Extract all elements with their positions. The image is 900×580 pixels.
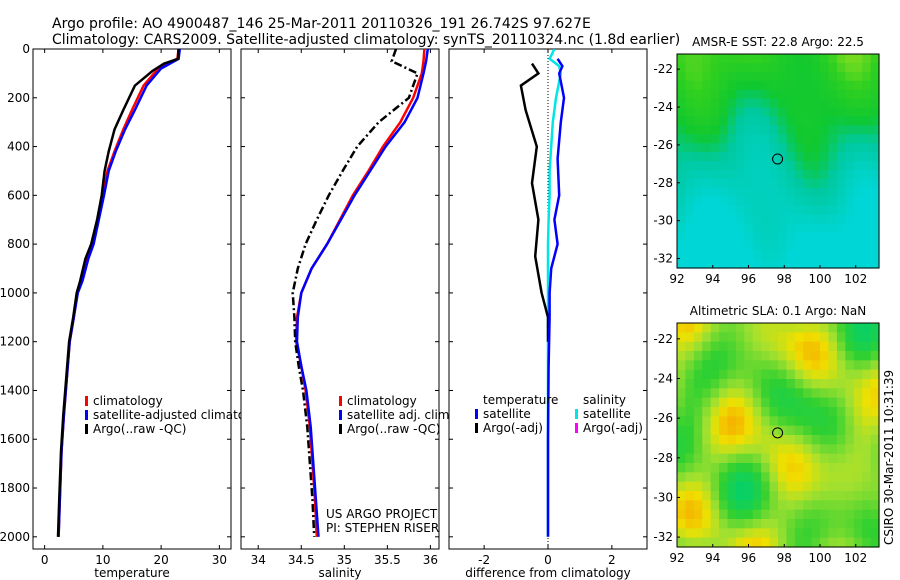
y-tick-label: 0 xyxy=(22,42,30,56)
y-tick-label: -32 xyxy=(653,252,673,266)
x-axis-label: salinity xyxy=(318,566,361,580)
profile-location-marker xyxy=(772,427,784,439)
x-tick-label: 98 xyxy=(777,551,792,565)
x-tick-label: 102 xyxy=(844,272,867,286)
y-tick-label: -30 xyxy=(653,214,673,228)
plot-frame xyxy=(240,48,440,550)
y-tick-label: 600 xyxy=(7,188,30,202)
y-tick-label: -26 xyxy=(653,411,673,425)
legend-label: Argo(-adj) xyxy=(583,421,643,435)
legend-swatch xyxy=(85,424,88,434)
x-tick-label: 0 xyxy=(544,553,552,567)
x-tick-label: 100 xyxy=(809,551,832,565)
legend-label: climatology xyxy=(347,394,417,408)
legend-heading: salinity xyxy=(583,393,626,407)
legend-label: Argo(-adj) xyxy=(483,421,543,435)
plot-frame xyxy=(32,48,232,550)
x-tick-label: -2 xyxy=(478,553,490,567)
header-line-1: Argo profile: AO 4900487_146 25-Mar-2011… xyxy=(52,16,591,32)
x-tick-label: 100 xyxy=(809,272,832,286)
series-line-argo-raw-qc- xyxy=(291,49,420,537)
x-tick-label: 36 xyxy=(423,553,438,567)
x-tick-label: 0 xyxy=(41,553,49,567)
sla-map-panel: Altimetric SLA: 0.1 Argo: NaN 92 94 96 98 100… xyxy=(653,304,880,565)
legend-swatch xyxy=(575,409,578,419)
x-tick-label: 94 xyxy=(705,272,720,286)
heatmap-cells xyxy=(677,323,880,548)
x-tick-label: 35 xyxy=(337,553,352,567)
legend-heading: temperature xyxy=(483,393,558,407)
y-tick-label: 200 xyxy=(7,91,30,105)
project-note-line-2: PI: STEPHEN RISER xyxy=(326,521,439,535)
x-tick-label: 94 xyxy=(705,551,720,565)
x-tick-label: 102 xyxy=(844,551,867,565)
x-tick-label: 98 xyxy=(777,272,792,286)
project-note: US ARGO PROJECT PI: STEPHEN RISER xyxy=(326,507,439,535)
y-tick-label: 800 xyxy=(7,237,30,251)
map-frame xyxy=(676,53,880,269)
y-tick-label: -22 xyxy=(653,62,673,76)
x-tick-label: 2 xyxy=(608,553,616,567)
x-tick-label: 35.5 xyxy=(374,553,401,567)
legend-swatch xyxy=(575,423,578,433)
x-tick-label: 34 xyxy=(251,553,266,567)
y-tick-label: -24 xyxy=(653,100,673,114)
legend-label: satellite-adjusted climatology xyxy=(93,408,271,422)
profile-location-marker xyxy=(772,153,784,165)
y-tick-label: -32 xyxy=(653,530,673,544)
salinity-panel: 34 34.5 35 35.5 36 salinity climatologysatelli… xyxy=(240,48,453,580)
legend-swatch xyxy=(475,409,478,419)
sst-map-panel: AMSR-E SST: 22.8 Argo: 22.5 92 94 96 98 100 10… xyxy=(653,35,880,286)
series-line-argo-raw-qc- xyxy=(56,49,180,537)
y-tick-label: 2000 xyxy=(0,530,30,544)
header-line-2: Climatology: CARS2009. Satellite-adjuste… xyxy=(52,32,680,48)
map-title: AMSR-E SST: 22.8 Argo: 22.5 xyxy=(692,35,864,49)
legend-swatch xyxy=(339,424,342,434)
x-tick-label: 96 xyxy=(741,551,756,565)
legend-swatch xyxy=(339,410,342,420)
series-line-argo-adj- xyxy=(519,62,550,342)
x-axis-label: difference from climatology xyxy=(465,566,631,580)
legend-swatch xyxy=(85,410,88,420)
heatmap-cells xyxy=(677,54,880,269)
x-tick-label: 10 xyxy=(95,553,110,567)
x-tick-label: 96 xyxy=(741,272,756,286)
legend-label: Argo(..raw -QC) xyxy=(93,422,186,436)
legend-swatch xyxy=(475,423,478,433)
x-tick-label: 30 xyxy=(212,553,227,567)
y-tick-label: -28 xyxy=(653,176,673,190)
series-line-satellite xyxy=(546,58,566,537)
series-line-satellite-adj-clim- xyxy=(295,49,430,537)
legend-label: satellite xyxy=(583,407,631,421)
y-tick-label: 1400 xyxy=(0,383,30,397)
credit-text: CSIRO 30-Mar-2011 10:31:39 xyxy=(882,370,896,545)
y-tick-label: 1600 xyxy=(0,432,30,446)
y-tick-label: 1000 xyxy=(0,286,30,300)
x-tick-label: 92 xyxy=(669,272,684,286)
legend-swatch xyxy=(85,396,88,406)
legend-label: satellite xyxy=(483,407,531,421)
y-tick-label: -24 xyxy=(653,372,673,386)
x-tick-label: 20 xyxy=(153,553,168,567)
map-title: Altimetric SLA: 0.1 Argo: NaN xyxy=(690,304,866,318)
map-frame xyxy=(676,322,880,548)
project-note-line-1: US ARGO PROJECT xyxy=(326,507,438,521)
y-tick-label: 1200 xyxy=(0,335,30,349)
y-tick-label: -28 xyxy=(653,451,673,465)
y-tick-label: -26 xyxy=(653,138,673,152)
legend-label: climatology xyxy=(93,394,163,408)
legend-swatch xyxy=(339,396,342,406)
x-tick-label: 34.5 xyxy=(288,553,315,567)
x-tick-label: 92 xyxy=(669,551,684,565)
y-tick-label: -30 xyxy=(653,490,673,504)
legend-label: Argo(..raw -QC) xyxy=(347,422,440,436)
legend-label: satellite adj. clim. xyxy=(347,408,453,422)
y-tick-label: -22 xyxy=(653,332,673,346)
temperature-panel: 0 200 400 600 800 1000 1200 1400 1600 1800 2000 0 10… xyxy=(0,42,271,580)
y-tick-label: 1800 xyxy=(0,481,30,495)
y-tick-label: 400 xyxy=(7,140,30,154)
x-axis-label: temperature xyxy=(94,566,169,580)
